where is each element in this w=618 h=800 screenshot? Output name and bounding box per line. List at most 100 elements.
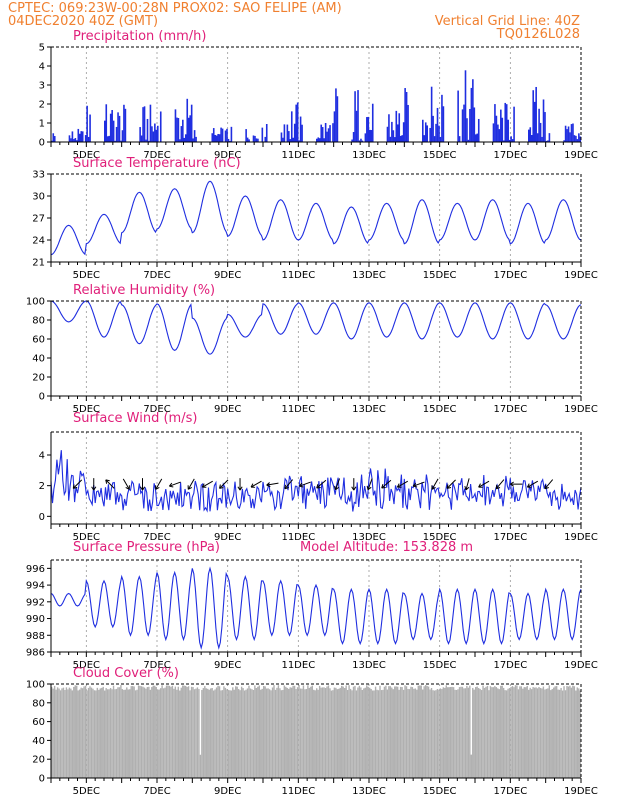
precipitation-bar [212,128,215,142]
cloud-cover-bar [394,686,396,778]
cloud-cover-bar [299,688,302,778]
wind-arrow-head [91,486,95,491]
wind-arrow-shaft [446,479,456,489]
precipitation-bar [193,130,196,142]
cloud-cover-bar [124,689,127,778]
precipitation-bar [117,112,119,142]
precipitation-bar [264,136,267,142]
precipitation-bar [221,128,224,142]
wind-arrow [334,478,341,491]
cloud-cover-bar [449,686,452,778]
precipitation-bar [354,91,356,142]
cloud-cover-bar [230,690,233,778]
precipitation-bar [533,101,536,142]
precipitation-bar [364,133,367,142]
cloud-cover-bar [90,687,93,778]
cloud-cover-bar [410,686,412,778]
x-tick-label: 11DEC [281,532,315,543]
wind-arrow-head [335,486,339,491]
cloud-cover-bar [271,687,274,778]
cloud-cover-bar [302,685,305,778]
y-tick-label: 100 [26,297,45,308]
cloud-cover-bar [327,685,330,778]
cloud-cover-bar [380,690,383,778]
cloud-cover-bar [217,685,219,778]
cloud-cover-bar [249,688,252,778]
cloud-cover-bar [528,689,530,778]
cloud-cover-bar [567,686,570,778]
x-tick-label: 9DEC [214,532,241,543]
precipitation-bar [405,91,408,142]
precipitation-bar [255,138,258,142]
cloud-cover-bar [270,690,272,778]
cloud-cover-bar [414,688,417,778]
wind-arrow-shaft [250,480,262,488]
precipitation-bar [211,133,214,142]
wind-arrow-shaft [219,479,229,489]
panel-5: Cloud Cover (%) 0 20 40 60 80 100 5DEC 7DEC 9DEC 1… [26,666,598,797]
precipitation-bar [401,135,403,142]
precipitation-bar [290,111,293,142]
cloud-cover-bar [373,690,375,778]
precipitation-bar [224,130,227,142]
x-tick-label: 7DEC [143,404,170,415]
cloud-cover-bar [292,685,294,778]
x-tick-label: 9DEC [214,150,241,161]
wind-arrow-shaft [202,480,213,488]
cloud-cover-bar [502,687,505,778]
precipitation-bar [476,133,479,142]
cloud-cover-bar [494,686,496,778]
cloud-cover-bar [408,689,411,778]
precipitation-bar [475,134,477,142]
cloud-cover-bar [485,686,487,778]
cloud-cover-bar [148,686,150,778]
wind-arrow [495,479,505,490]
cloud-cover-bar [530,689,533,778]
cloud-cover-bar [520,686,523,778]
x-tick-label: 13DEC [352,404,386,415]
cloud-cover-bar [566,685,568,778]
cloud-cover-bar [313,689,315,778]
cloud-cover-bar [208,689,210,778]
cloud-cover-bar [108,689,110,778]
cloud-cover-bar [193,689,196,778]
cloud-cover-bar [274,689,277,778]
precipitation-bar [477,118,480,142]
x-tick-label: 13DEC [352,660,386,671]
y-tick-label: 2 [39,481,45,492]
cloud-cover-bar [145,688,147,778]
cloud-cover-bar [70,688,72,778]
precipitation-bar [149,104,152,142]
precipitation-bar [464,70,467,142]
cloud-cover-bar [411,687,414,778]
x-tick-label: 15DEC [423,660,457,671]
wind-arrow-head [239,486,243,491]
wind-arrow [381,479,392,489]
cloud-cover-bar [58,688,60,778]
x-tick-label: 19DEC [564,150,598,161]
x-tick-label: 13DEC [352,150,386,161]
cloud-cover-bar [92,688,94,778]
wind-arrow-shaft [413,481,425,487]
cloud-cover-bar [214,689,216,778]
wind-arrow-head [284,484,286,489]
cloud-cover-bar [205,688,207,778]
precipitation-bar [288,131,290,142]
cloud-cover-bar [224,687,227,778]
precipitation-bar [70,138,72,142]
precipitation-bar [466,118,468,142]
cloud-cover-bar [389,686,392,778]
cloud-cover-bar [64,689,66,778]
y-tick-label: 988 [26,631,45,642]
x-tick-label: 15DEC [423,532,457,543]
cloud-cover-bar [154,685,156,778]
cloud-cover-bar [265,688,268,778]
precipitation-bar [441,94,443,142]
cloud-cover-bar [157,689,159,778]
y-tick-label: 27 [32,214,45,225]
cloud-cover-bar [454,689,456,778]
cloud-cover-bar [112,685,115,778]
cloud-cover-bar [488,690,490,778]
cloud-cover-bar [167,685,169,778]
cloud-cover-bar [525,687,527,778]
